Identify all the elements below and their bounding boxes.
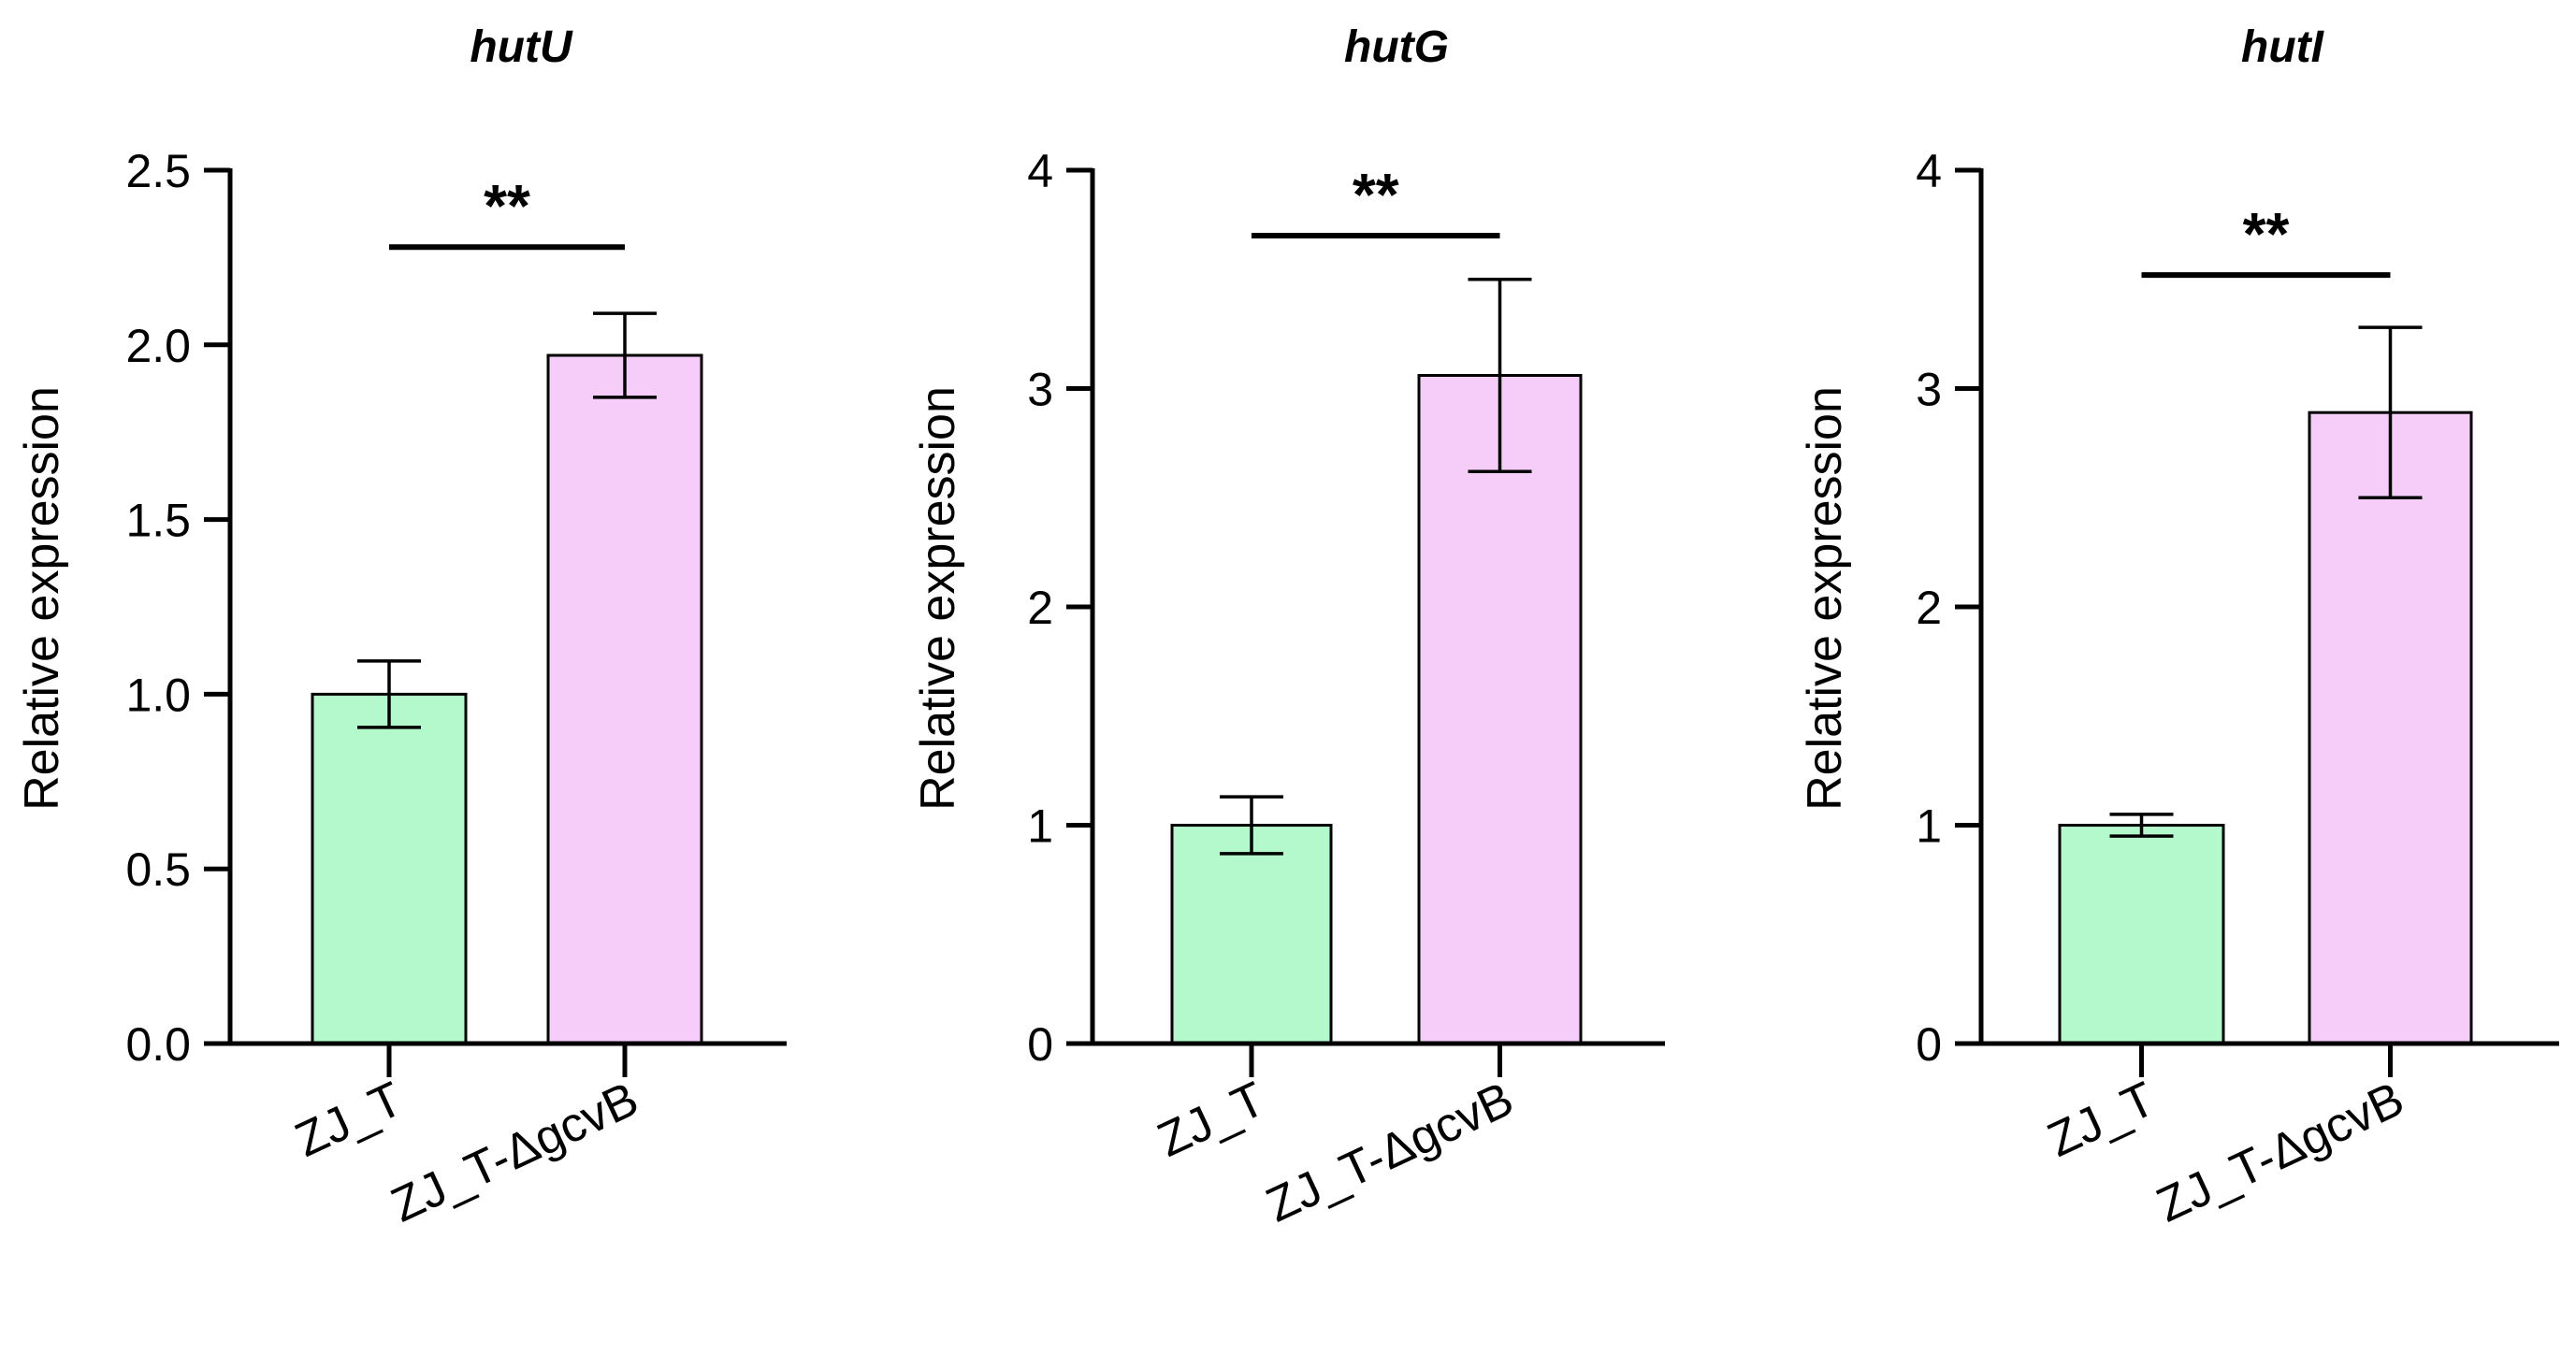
x-tick-label: ZJ_T (2040, 1072, 2164, 1168)
chart-title: hutG (1344, 22, 1449, 72)
y-tick-label: 2 (1027, 582, 1053, 634)
y-tick-label: 2.0 (125, 320, 191, 372)
significance-label: ** (484, 172, 530, 239)
chart-title: hutI (2241, 22, 2325, 72)
chart-title: hutU (470, 22, 573, 72)
y-tick-label: 2 (1916, 582, 1942, 634)
y-tick-label: 0 (1916, 1018, 1942, 1071)
chart-panel-hutI: hutI Relative expression 0 1 2 3 4 ZJ_TZJ_T-Δgc… (1798, 22, 2559, 1233)
x-tick-label: ZJ_T (1150, 1072, 1273, 1168)
chart-panel-hutU: hutU Relative expression 0.0 0.5 1.0 1.5 2.0 2.… (15, 22, 787, 1233)
bar-ZJ_T (311, 692, 468, 1045)
y-tick-label: 0 (1027, 1018, 1053, 1071)
y-tick-label: 0.0 (125, 1018, 191, 1071)
y-tick-label: 1.5 (125, 495, 191, 547)
x-tick-label: ZJ_T (287, 1072, 411, 1168)
y-axis-label: Relative expression (1798, 386, 1852, 811)
significance-label: ** (1353, 161, 1399, 228)
y-axis-label: Relative expression (911, 386, 965, 811)
bar-ZJ_T-ΔgcvB (2308, 411, 2473, 1045)
y-tick-label: 0.5 (125, 843, 191, 896)
bar-ZJ_T-ΔgcvB (546, 353, 703, 1045)
y-tick-label: 2.5 (125, 145, 191, 197)
bar-ZJ_T (2058, 824, 2225, 1045)
y-tick-label: 3 (1916, 364, 1942, 416)
y-tick-label: 1 (1916, 800, 1942, 853)
y-tick-label: 1.0 (125, 669, 191, 721)
bar-ZJ_T-ΔgcvB (1417, 373, 1583, 1045)
y-tick-label: 4 (1916, 145, 1942, 197)
x-tick-label: ZJ_T-ΔgcvB (384, 1072, 646, 1232)
x-tick-label: ZJ_T-ΔgcvB (2149, 1072, 2411, 1232)
significance-label: ** (2243, 200, 2290, 267)
y-tick-label: 4 (1027, 145, 1053, 197)
chart-panel-hutG: hutG Relative expression 0 1 2 3 4 ZJ_TZJ_T-Δgc… (911, 22, 1665, 1233)
y-tick-label: 3 (1027, 364, 1053, 416)
y-tick-label: 1 (1027, 800, 1053, 853)
bar-ZJ_T (1170, 824, 1333, 1045)
y-axis-label: Relative expression (15, 386, 69, 811)
x-tick-label: ZJ_T-ΔgcvB (1258, 1072, 1521, 1232)
